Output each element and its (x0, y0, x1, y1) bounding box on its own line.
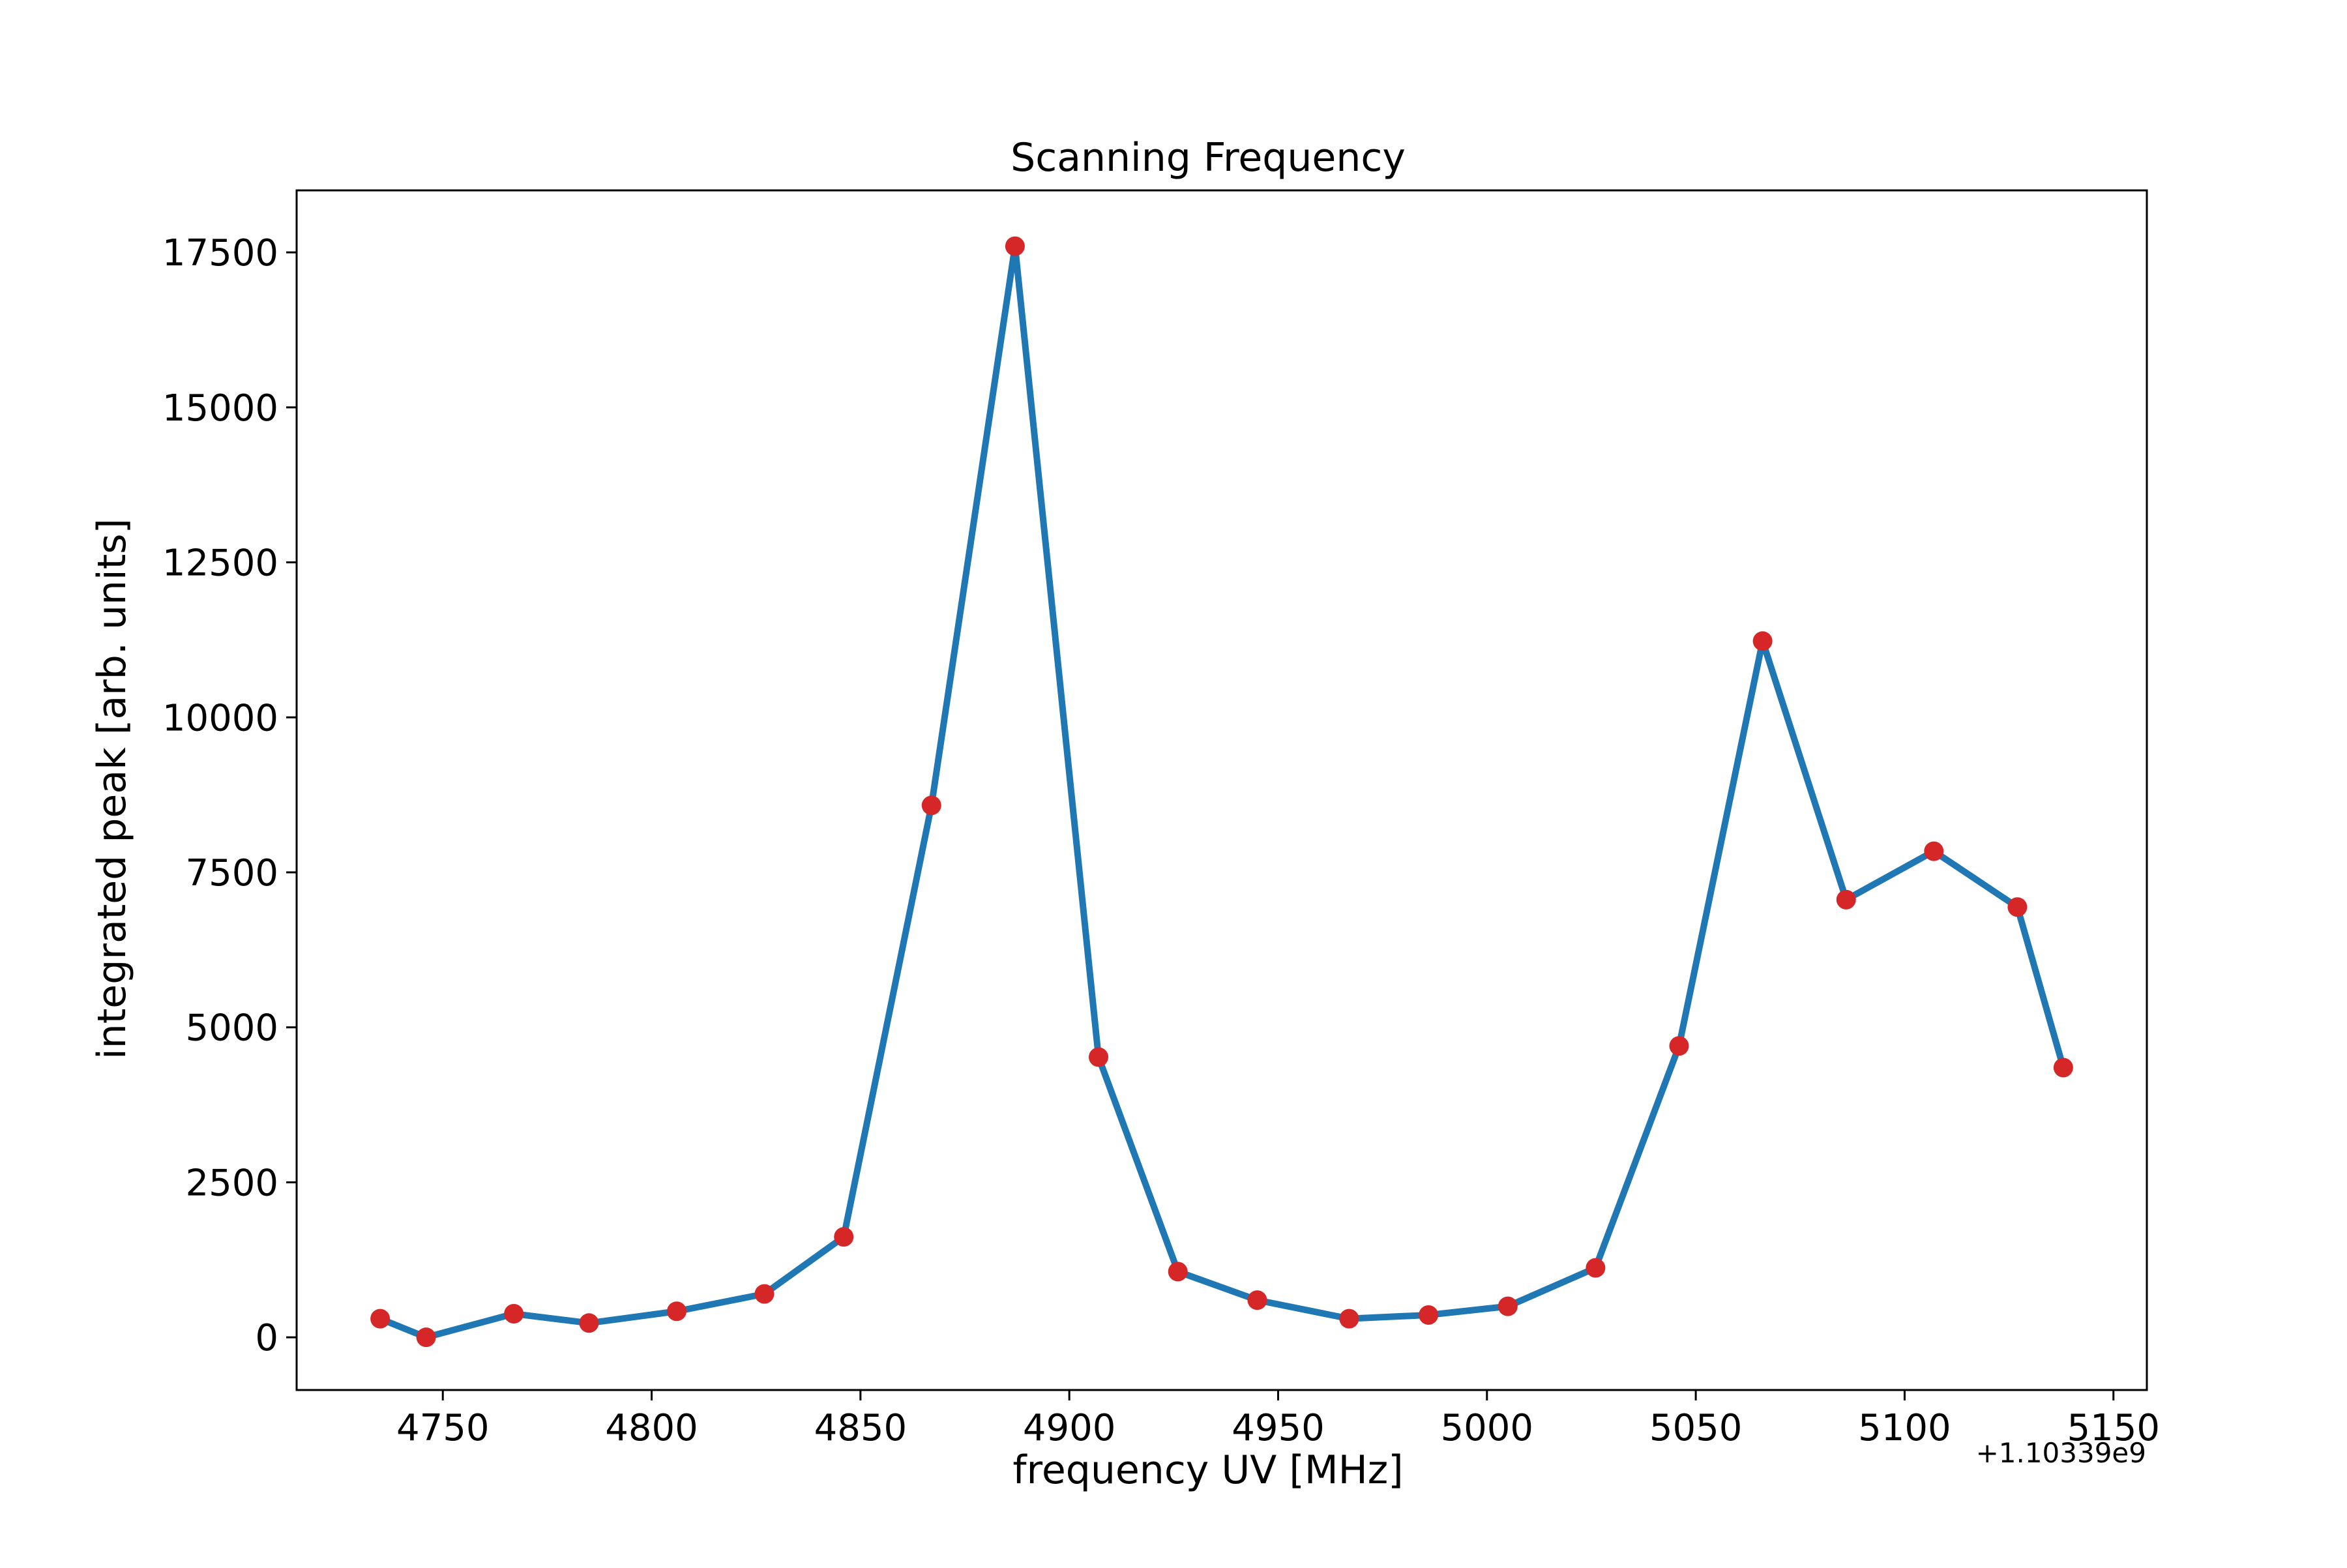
plot-frame (295, 189, 2148, 1391)
y-tick-label: 0 (255, 1317, 278, 1359)
y-tick-label: 5000 (185, 1007, 278, 1050)
y-tick-label: 12500 (162, 542, 278, 585)
data-point (370, 1309, 391, 1329)
data-point (416, 1327, 436, 1348)
chart-title: Scanning Frequency (1011, 135, 1406, 181)
plot-area: 4750 4800 4850 4900 4950 5000 5050 5100 5150 0 250… (162, 189, 2160, 1449)
data-point (921, 795, 941, 816)
data-point (1089, 1047, 1109, 1067)
series-line (377, 243, 2067, 1341)
x-tick-label: 5000 (1441, 1407, 1534, 1449)
x-tick-label: 4900 (1023, 1407, 1116, 1449)
x-tick-label: 5150 (2067, 1407, 2160, 1449)
data-point (504, 1304, 524, 1324)
data-point (1924, 841, 1944, 861)
data-point (2007, 897, 2028, 917)
data-point (754, 1284, 775, 1304)
data-point (2053, 1058, 2073, 1078)
data-point (834, 1227, 854, 1247)
y-tick-label: 2500 (185, 1162, 278, 1204)
x-tick-label: 4800 (605, 1407, 698, 1449)
y-tick-label: 10000 (162, 697, 278, 739)
x-tick-label: 5050 (1649, 1407, 1743, 1449)
x-tick-label: 4850 (814, 1407, 908, 1449)
x-tick-label: 5100 (1858, 1407, 1951, 1449)
data-point (1419, 1305, 1439, 1325)
y-axis-label: integrated peak [arb. units] (89, 518, 135, 1059)
data-point (1836, 889, 1856, 910)
data-point (1005, 236, 1025, 256)
data-point (1168, 1262, 1188, 1282)
x-tick-label: 4750 (396, 1407, 490, 1449)
x-tick-label: 4950 (1232, 1407, 1325, 1449)
data-point (1752, 631, 1773, 651)
x-axis-offset-label: +1.10339e9 (1976, 1437, 2146, 1469)
data-point (1247, 1290, 1267, 1310)
data-point (666, 1301, 686, 1322)
y-tick-label: 7500 (185, 852, 278, 895)
data-point (1669, 1036, 1689, 1056)
data-point (1586, 1258, 1606, 1278)
x-axis-label: frequency UV [MHz] (1012, 1447, 1403, 1493)
data-point (1498, 1296, 1518, 1316)
data-point (579, 1313, 599, 1333)
data-point (1339, 1309, 1359, 1329)
y-tick-label: 17500 (162, 232, 278, 274)
y-tick-label: 15000 (162, 387, 278, 430)
